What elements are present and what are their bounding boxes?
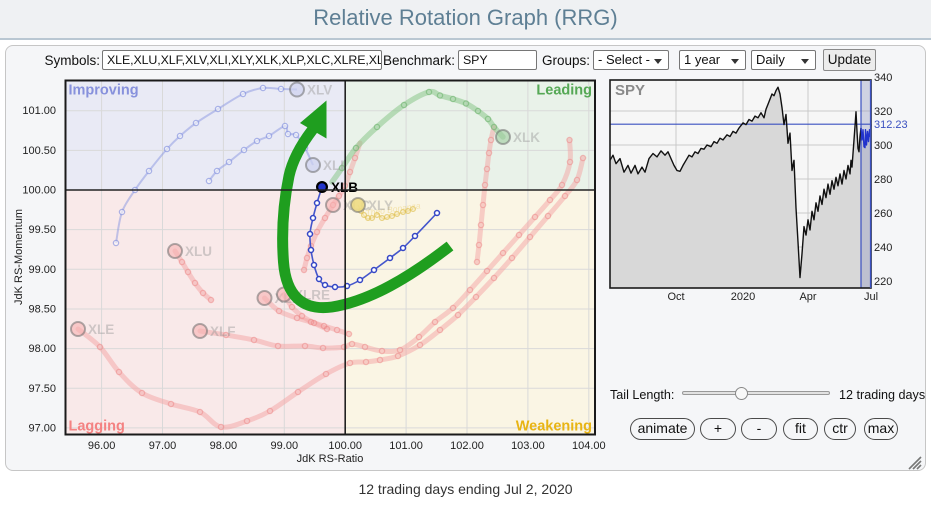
svg-text:101.00: 101.00 — [389, 440, 423, 452]
svg-text:XLY: XLY — [368, 198, 393, 213]
svg-text:XLE: XLE — [88, 322, 114, 337]
svg-text:220: 220 — [874, 276, 892, 288]
svg-text:XLI: XLI — [323, 158, 344, 173]
svg-text:2020: 2020 — [731, 291, 755, 303]
svg-text:JdK RS-Ratio: JdK RS-Ratio — [297, 453, 364, 465]
svg-text:XLU: XLU — [185, 244, 212, 259]
svg-text:97.00: 97.00 — [149, 440, 177, 452]
svg-text:Leading: Leading — [536, 83, 592, 99]
svg-text:300: 300 — [874, 140, 892, 152]
svg-text:XLV: XLV — [307, 83, 332, 98]
svg-text:320: 320 — [874, 106, 892, 118]
svg-text:99.00: 99.00 — [271, 440, 299, 452]
svg-text:340: 340 — [874, 72, 892, 84]
svg-text:97.00: 97.00 — [28, 422, 56, 434]
svg-text:98.00: 98.00 — [28, 343, 56, 355]
svg-text:100.00: 100.00 — [328, 440, 362, 452]
svg-text:240: 240 — [874, 242, 892, 254]
svg-text:Lagging: Lagging — [69, 419, 125, 435]
svg-text:JdK RS-Momentum: JdK RS-Momentum — [13, 209, 25, 305]
svg-text:102.00: 102.00 — [450, 440, 484, 452]
svg-text:260: 260 — [874, 208, 892, 220]
svg-text:Improving: Improving — [69, 83, 139, 99]
svg-text:97.50: 97.50 — [28, 383, 56, 395]
svg-text:99.50: 99.50 — [28, 224, 56, 236]
svg-text:100.50: 100.50 — [22, 145, 56, 157]
svg-text:99.00: 99.00 — [28, 264, 56, 276]
svg-text:98.00: 98.00 — [210, 440, 238, 452]
svg-text:104.00: 104.00 — [572, 440, 606, 452]
svg-text:101.00: 101.00 — [22, 105, 56, 117]
svg-text:312.23: 312.23 — [874, 119, 908, 131]
svg-text:XLK: XLK — [513, 130, 540, 145]
svg-text:96.00: 96.00 — [88, 440, 116, 452]
svg-text:280: 280 — [874, 174, 892, 186]
svg-text:SPY: SPY — [615, 82, 645, 99]
svg-text:Weakening: Weakening — [516, 419, 592, 435]
svg-text:103.00: 103.00 — [511, 440, 545, 452]
svg-text:Jul: Jul — [864, 291, 878, 303]
svg-text:Oct: Oct — [667, 291, 684, 303]
svg-text:Apr: Apr — [799, 291, 816, 303]
svg-text:98.50: 98.50 — [28, 303, 56, 315]
svg-text:100.00: 100.00 — [22, 185, 56, 197]
svg-text:XLF: XLF — [210, 324, 236, 339]
